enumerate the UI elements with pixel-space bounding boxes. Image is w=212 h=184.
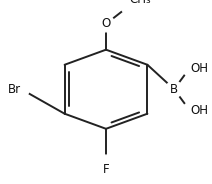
Text: F: F [103,163,109,176]
Circle shape [13,81,29,98]
Text: Br: Br [8,83,21,96]
Text: CH₃: CH₃ [129,0,151,6]
Circle shape [182,60,199,76]
Text: B: B [170,83,178,96]
Circle shape [98,155,114,172]
Circle shape [182,102,199,119]
Text: OH: OH [191,104,209,117]
Circle shape [166,81,182,98]
Circle shape [121,0,137,14]
Text: OH: OH [191,62,209,75]
Circle shape [98,15,114,32]
Text: O: O [101,17,111,30]
